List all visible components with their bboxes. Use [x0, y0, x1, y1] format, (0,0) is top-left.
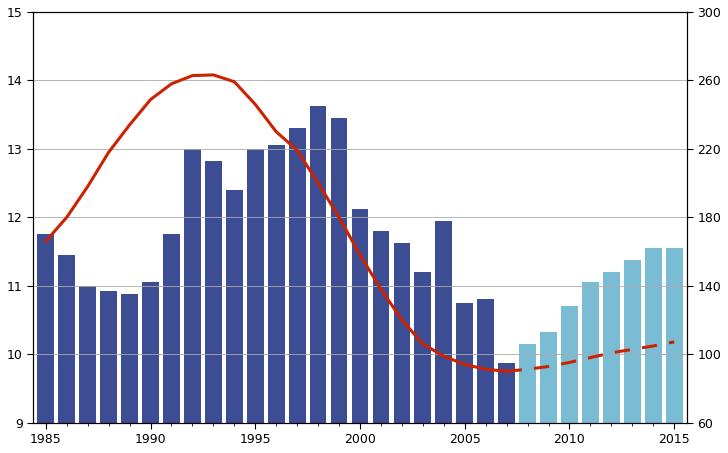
Bar — [373, 231, 389, 423]
Bar — [37, 234, 54, 423]
Bar — [58, 255, 75, 423]
Bar — [226, 190, 242, 423]
Bar — [100, 291, 117, 423]
Bar — [498, 363, 515, 423]
Bar — [645, 248, 662, 423]
Bar — [352, 209, 368, 423]
Bar — [205, 161, 222, 423]
Bar — [79, 286, 96, 423]
Bar — [603, 272, 620, 423]
Bar — [309, 106, 326, 423]
Bar — [414, 272, 431, 423]
Bar — [394, 243, 411, 423]
Bar — [268, 145, 285, 423]
Bar — [666, 248, 683, 423]
Bar — [121, 294, 138, 423]
Bar — [540, 332, 557, 423]
Bar — [624, 260, 641, 423]
Bar — [247, 149, 264, 423]
Bar — [142, 282, 159, 423]
Bar — [582, 282, 599, 423]
Bar — [561, 306, 578, 423]
Bar — [331, 118, 347, 423]
Bar — [519, 344, 536, 423]
Bar — [456, 303, 473, 423]
Bar — [163, 234, 180, 423]
Bar — [289, 128, 306, 423]
Bar — [184, 149, 201, 423]
Bar — [435, 221, 452, 423]
Bar — [478, 299, 494, 423]
